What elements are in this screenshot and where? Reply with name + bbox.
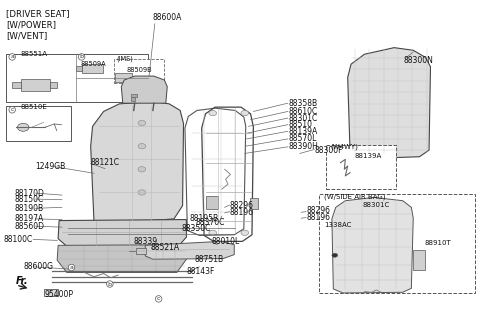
Bar [131,94,137,97]
Text: 88358B: 88358B [289,99,318,108]
Circle shape [209,230,216,235]
Text: 88370C: 88370C [196,218,225,227]
Polygon shape [332,198,413,293]
Bar [136,248,146,254]
Text: [W/VENT]: [W/VENT] [6,31,48,40]
Bar [250,199,258,209]
Text: 88339: 88339 [134,237,158,246]
Text: 88751B: 88751B [194,255,224,264]
Circle shape [138,190,146,195]
Bar [6,107,71,141]
Text: 88100C: 88100C [3,235,32,244]
Text: a: a [10,54,14,59]
Text: 88521A: 88521A [150,243,179,252]
Text: [W/POWER]: [W/POWER] [6,20,57,29]
Text: c: c [11,107,14,112]
Text: 88600G: 88600G [24,262,54,271]
Bar [49,82,57,88]
Text: 88196: 88196 [306,213,330,222]
Text: 88196: 88196 [229,208,253,217]
Text: b: b [80,54,84,59]
Text: 88150C: 88150C [14,195,43,204]
Bar [326,144,396,189]
Polygon shape [57,245,186,273]
Polygon shape [145,241,234,259]
Text: 1338AC: 1338AC [324,222,352,228]
Circle shape [138,121,146,126]
Bar [12,82,21,88]
Bar [44,289,58,295]
Text: 88570L: 88570L [289,134,317,143]
Text: 88350C: 88350C [181,224,211,233]
Circle shape [138,143,146,149]
Circle shape [241,111,249,116]
Bar [115,73,132,82]
Text: 95400P: 95400P [45,290,74,299]
Text: 88170D: 88170D [14,189,44,198]
Text: (IMS): (IMS) [117,55,133,62]
Text: 88010L: 88010L [211,237,240,246]
Text: 88301C: 88301C [289,114,318,123]
Polygon shape [348,47,431,159]
Bar [205,196,217,209]
Bar [132,97,135,101]
Text: 88121C: 88121C [91,158,120,167]
Text: Fr.: Fr. [16,276,29,287]
Text: 88296: 88296 [229,201,253,209]
Bar [76,66,82,71]
Text: 88610C: 88610C [289,107,318,116]
Text: 88509A: 88509A [81,61,106,67]
Text: 88551A: 88551A [21,51,48,57]
Text: 88197A: 88197A [14,214,43,223]
Text: 88139A: 88139A [289,127,318,136]
Circle shape [241,230,249,235]
Text: 88300F: 88300F [314,146,343,155]
Bar [82,63,103,73]
Text: 88195B: 88195B [189,214,218,223]
Circle shape [138,167,146,172]
Text: 88510: 88510 [289,120,313,129]
Bar [21,79,49,91]
Text: 88509B: 88509B [126,67,152,73]
Text: 88300N: 88300N [404,56,433,65]
Bar [6,53,148,102]
Text: 88301C: 88301C [362,202,389,208]
Circle shape [17,124,29,131]
Circle shape [332,253,337,257]
Polygon shape [121,76,167,103]
Text: 88190B: 88190B [14,204,43,213]
Text: 88600A: 88600A [153,13,182,22]
Polygon shape [58,219,186,247]
Text: 88390H: 88390H [289,142,319,151]
Text: 88910T: 88910T [424,240,451,246]
Circle shape [209,111,216,116]
Text: a: a [70,265,73,270]
Text: 88143F: 88143F [186,267,215,276]
Text: (W4WY): (W4WY) [330,143,358,150]
Text: 88296: 88296 [306,206,330,215]
Text: 88560D: 88560D [14,222,44,231]
Text: 1249GB: 1249GB [35,162,65,171]
Text: (W/SIDE AIR BAG): (W/SIDE AIR BAG) [324,193,385,200]
Text: b: b [108,282,112,287]
Text: [DRIVER SEAT]: [DRIVER SEAT] [6,9,70,18]
Text: 88510E: 88510E [21,104,48,110]
Bar [319,194,475,293]
Bar [114,58,164,83]
Text: c: c [157,296,160,301]
Polygon shape [91,102,183,224]
Bar [413,250,425,270]
Text: 88139A: 88139A [355,153,382,159]
